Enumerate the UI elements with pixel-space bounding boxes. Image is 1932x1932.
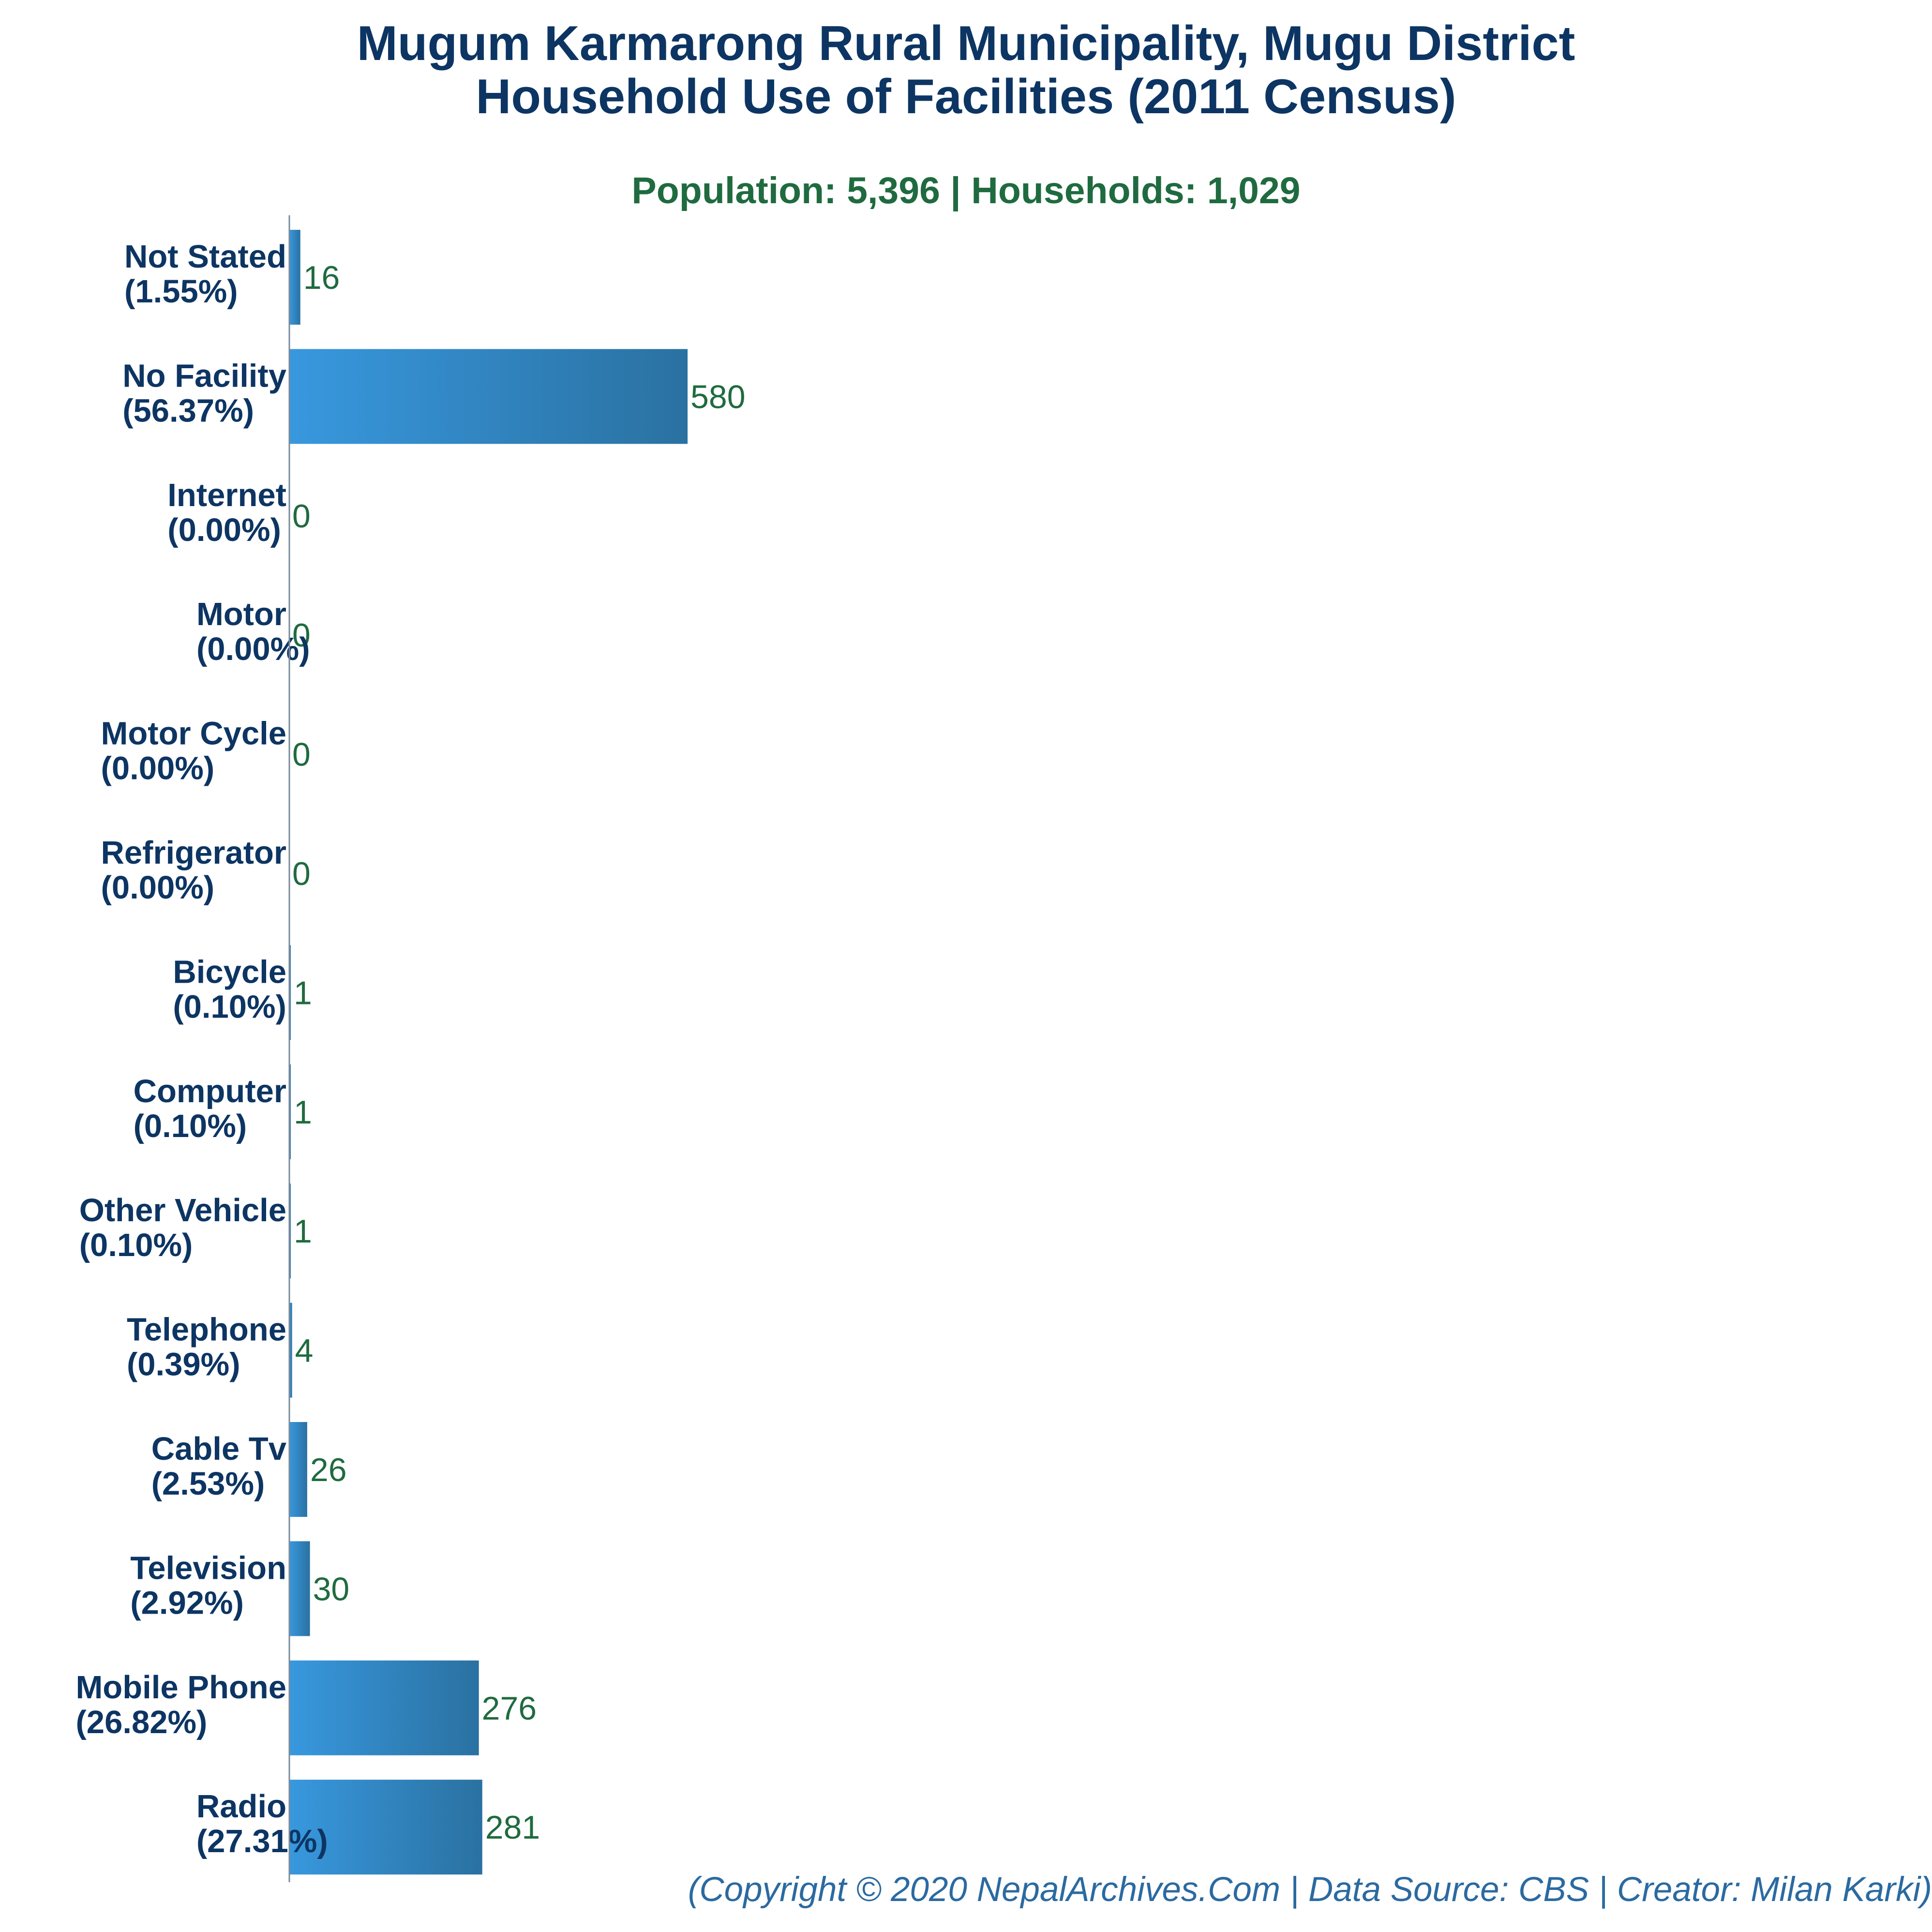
category-name: Mobile Phone: [76, 1669, 287, 1706]
category-percent: (0.39%): [127, 1347, 240, 1383]
category-label: Motor Cycle (0.00%): [101, 716, 286, 787]
chart-subtitle: Population: 5,396 | Households: 1,029: [631, 170, 1301, 211]
value-label: 4: [295, 1333, 314, 1369]
bar-mobile-phone: [289, 1660, 479, 1755]
value-label: 0: [292, 736, 311, 773]
category-label: Telephone (0.39%): [127, 1312, 286, 1383]
category-label: Computer (0.10%): [134, 1073, 286, 1144]
value-label: 1: [294, 1094, 312, 1131]
category-percent: (2.53%): [151, 1466, 265, 1502]
bar-television: [289, 1541, 310, 1636]
category-name: Other Vehicle: [79, 1192, 286, 1228]
category-label: Not Stated (1.55%): [124, 239, 286, 310]
bar-not-stated: [289, 230, 300, 325]
category-name: Bicycle: [173, 954, 286, 990]
category-label: Motor (0.00%): [196, 596, 310, 667]
category-percent: (26.82%): [76, 1704, 208, 1740]
category-name: Motor Cycle: [101, 716, 286, 752]
category-name: Refrigerator: [101, 835, 286, 871]
category-name: Television: [130, 1550, 286, 1586]
category-label: Television (2.92%): [130, 1550, 286, 1621]
category-percent: (56.37%): [122, 392, 254, 429]
value-label: 16: [303, 259, 340, 296]
value-label: 0: [292, 498, 311, 535]
category-name: Cable Tv: [151, 1431, 286, 1467]
value-label: 281: [485, 1809, 540, 1846]
value-label: 1: [294, 1213, 312, 1250]
category-label: Bicycle (0.10%): [173, 954, 286, 1025]
category-percent: (27.31%): [196, 1823, 328, 1859]
bar-telephone: [289, 1303, 292, 1398]
category-label: Internet (0.00%): [167, 477, 286, 548]
category-name: Internet: [167, 477, 286, 513]
bars-group: 16 Not Stated (1.55%) 580 No Facility (56.37%…: [76, 230, 746, 1875]
bar-cable-tv: [289, 1422, 307, 1517]
category-name: Telephone: [127, 1312, 286, 1348]
copyright-footer: (Copyright © 2020 NepalArchives.Com | Da…: [688, 1871, 1932, 1909]
category-name: No Facility: [122, 358, 286, 394]
bar-radio: [289, 1780, 482, 1875]
category-percent: (0.00%): [101, 750, 215, 787]
value-label: 0: [292, 855, 311, 892]
category-label: Mobile Phone (26.82%): [76, 1669, 287, 1740]
value-label: 1: [294, 974, 312, 1011]
value-label: 276: [482, 1690, 537, 1727]
category-percent: (0.10%): [134, 1108, 247, 1144]
category-percent: (1.55%): [124, 273, 238, 310]
category-label: Radio (27.31%): [196, 1788, 328, 1859]
category-name: Not Stated: [124, 239, 286, 275]
category-label: Cable Tv (2.53%): [151, 1431, 286, 1502]
chart-title-line-2: Household Use of Facilities (2011 Census…: [476, 70, 1456, 124]
category-name: Computer: [134, 1073, 286, 1109]
value-label: 30: [313, 1571, 350, 1607]
category-percent: (0.00%): [196, 631, 310, 667]
category-name: Motor: [196, 596, 286, 632]
category-percent: (0.10%): [79, 1227, 193, 1263]
bar-no-facility: [289, 349, 688, 444]
category-percent: (2.92%): [130, 1585, 244, 1621]
category-name: Radio: [196, 1788, 286, 1825]
chart-title-line-1: Mugum Karmarong Rural Municipality, Mugu…: [357, 16, 1575, 71]
value-label: 0: [292, 617, 311, 654]
value-label: 26: [310, 1452, 347, 1488]
category-label: Refrigerator (0.00%): [101, 835, 286, 906]
category-percent: (0.10%): [173, 988, 286, 1025]
category-label: No Facility (56.37%): [122, 358, 286, 429]
category-percent: (0.00%): [167, 512, 281, 548]
value-label: 580: [690, 378, 745, 415]
category-label: Other Vehicle (0.10%): [79, 1192, 286, 1263]
category-percent: (0.00%): [101, 869, 215, 906]
